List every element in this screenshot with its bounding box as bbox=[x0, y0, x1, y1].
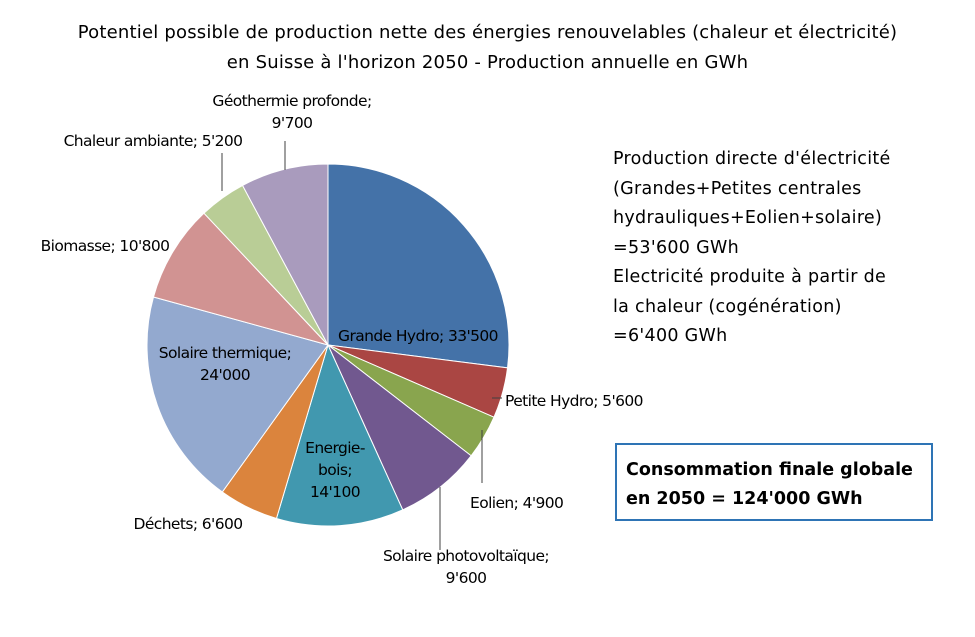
electricity-production-note: Production directe d'électricité (Grande… bbox=[613, 145, 891, 352]
data-label: Solaire photovoltaïque; 9'600 bbox=[383, 547, 549, 587]
total-line-1: Consommation finale globale bbox=[626, 460, 913, 480]
note-line-1: Production directe d'électricité bbox=[613, 149, 891, 169]
data-label: Eolien; 4'900 bbox=[470, 494, 563, 512]
data-label: Biomasse; 10'800 bbox=[41, 237, 170, 255]
chart-title: Potentiel possible de production nette d… bbox=[0, 18, 975, 78]
note-line-3: hydrauliques+Eolien+solaire) bbox=[613, 208, 883, 228]
chart-title-line-2: en Suisse à l'horizon 2050 - Production … bbox=[226, 52, 749, 73]
data-label: Energie-bois; 14'100 bbox=[305, 439, 365, 501]
note-line-7: =6'400 GWh bbox=[613, 326, 728, 346]
data-label: Petite Hydro; 5'600 bbox=[505, 392, 643, 410]
pie-slices bbox=[146, 163, 510, 527]
chart-title-line-1: Potentiel possible de production nette d… bbox=[77, 22, 898, 43]
pie-slice-solaire-thermique bbox=[146, 296, 329, 493]
data-label: Grande Hydro; 33'500 bbox=[338, 327, 498, 345]
note-line-2: (Grandes+Petites centrales bbox=[613, 178, 862, 199]
pie-slice-g-othermie-profonde bbox=[241, 163, 329, 346]
pie-slice-grande-hydro bbox=[327, 163, 510, 369]
total-consumption-box: Consommation finale globale en 2050 = 12… bbox=[615, 443, 933, 521]
note-line-4: =53'600 GWh bbox=[613, 237, 739, 258]
data-label: Solaire thermique; 24'000 bbox=[159, 344, 292, 384]
data-label: Déchets; 6'600 bbox=[134, 515, 243, 533]
data-label: Chaleur ambiante; 5'200 bbox=[64, 132, 243, 150]
pie-slice-biomasse bbox=[152, 212, 330, 346]
note-line-6: la chaleur (cogénération) bbox=[613, 296, 842, 317]
total-line-2: en 2050 = 124'000 GWh bbox=[626, 489, 863, 509]
data-label: Géothermie profonde; 9'700 bbox=[212, 92, 371, 132]
pie-slice-energie-bois bbox=[275, 343, 404, 527]
note-line-5: Electricité produite à partir de bbox=[613, 267, 887, 287]
